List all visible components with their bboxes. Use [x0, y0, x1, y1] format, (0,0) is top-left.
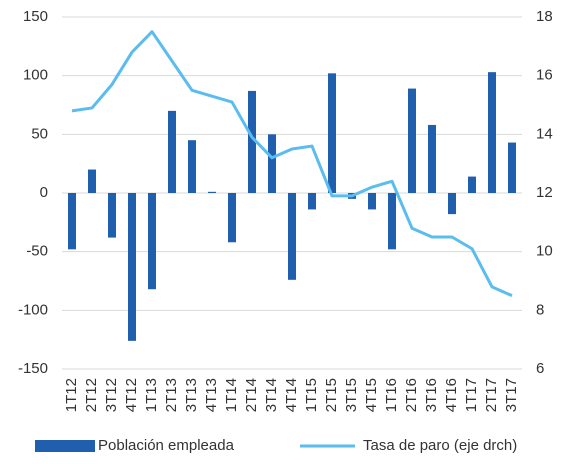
x-tick-label: 1T16	[383, 378, 400, 412]
y2-tick-label: 12	[536, 184, 553, 201]
bar	[68, 193, 76, 250]
y2-tick-label: 16	[536, 67, 553, 84]
bar	[88, 169, 96, 193]
x-tick-label: 3T13	[183, 378, 200, 412]
x-tick-label: 3T14	[263, 378, 280, 412]
y-tick-label: -150	[18, 360, 48, 377]
x-tick-label: 1T13	[143, 378, 160, 412]
y-tick-label: 0	[40, 184, 48, 201]
bar	[248, 90, 256, 193]
x-tick-label: 2T14	[243, 378, 260, 412]
x-tick-label: 4T14	[283, 378, 300, 412]
y-tick-label: -50	[26, 243, 48, 260]
bar	[148, 193, 156, 290]
y2-tick-label: 8	[536, 301, 544, 318]
x-tick-label: 4T15	[363, 378, 380, 412]
bar	[168, 110, 176, 193]
bar	[408, 88, 416, 193]
bar	[388, 193, 396, 250]
y-tick-label: 100	[23, 67, 48, 84]
y2-tick-label: 10	[536, 243, 553, 260]
x-tick-label: 2T13	[163, 378, 180, 412]
bar	[468, 176, 476, 193]
bar	[128, 193, 136, 341]
legend-label: Población empleada	[98, 437, 235, 454]
x-tick-label: 3T12	[103, 378, 120, 412]
line	[71, 30, 513, 298]
x-tick-label: 3T16	[423, 378, 440, 412]
x-tick-label: 2T15	[323, 378, 340, 412]
x-tick-label: 3T15	[343, 378, 360, 412]
bar	[188, 140, 196, 193]
x-tick-label: 1T15	[303, 378, 320, 412]
y2-tick-label: 6	[536, 360, 544, 377]
y2-tick-label: 18	[536, 8, 553, 25]
legend-label: Tasa de paro (eje drch)	[363, 437, 517, 454]
x-tick-label: 1T17	[463, 378, 480, 412]
bar	[508, 142, 516, 193]
bar	[208, 191, 216, 193]
x-tick-label: 4T12	[123, 378, 140, 412]
bar	[488, 72, 496, 193]
bar	[428, 124, 436, 193]
x-tick-label: 2T16	[403, 378, 420, 412]
bar	[288, 193, 296, 280]
x-tick-label: 2T12	[83, 378, 100, 412]
bar	[108, 193, 116, 238]
x-tick-label: 1T14	[223, 378, 240, 412]
y-tick-label: 50	[31, 125, 48, 142]
bar	[228, 193, 236, 243]
y2-tick-label: 14	[536, 125, 553, 142]
legend-swatch	[35, 440, 95, 452]
x-tick-label: 4T16	[443, 378, 460, 412]
x-tick-label: 3T17	[503, 378, 520, 412]
x-tick-label: 2T17	[483, 378, 500, 412]
bar	[308, 193, 316, 210]
bar	[268, 134, 276, 193]
bar	[448, 193, 456, 215]
y-tick-label: 150	[23, 8, 48, 25]
x-tick-label: 4T13	[203, 378, 220, 412]
bar	[328, 73, 336, 193]
y-tick-label: -100	[18, 301, 48, 318]
bar	[368, 193, 376, 210]
x-tick-label: 1T12	[63, 378, 80, 412]
